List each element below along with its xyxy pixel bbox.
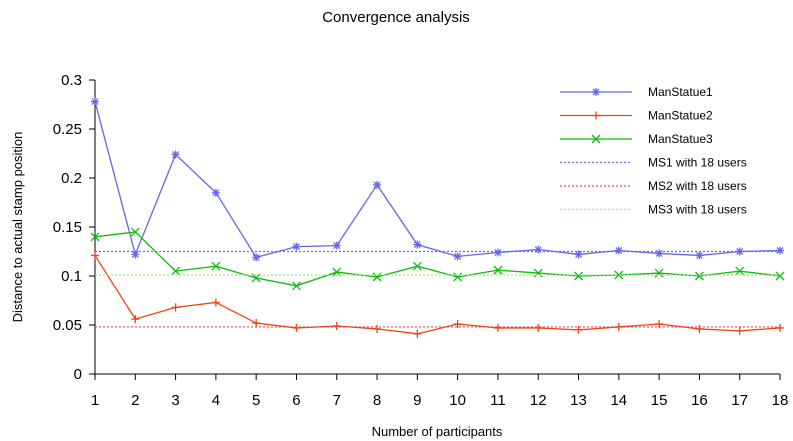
data-point-manstatue2 bbox=[493, 323, 502, 332]
legend-marker-manstatue3 bbox=[591, 134, 601, 144]
data-point-manstatue2 bbox=[413, 329, 422, 338]
legend-label-manstatue1: ManStatue1 bbox=[648, 85, 713, 99]
legend-label-ms2-with-18-users: MS2 with 18 users bbox=[648, 179, 747, 193]
x-tick-label: 13 bbox=[570, 392, 587, 409]
data-point-manstatue3 bbox=[654, 268, 664, 278]
x-tick-label: 9 bbox=[413, 392, 421, 409]
data-point-manstatue1 bbox=[91, 97, 99, 106]
x-tick-label: 15 bbox=[651, 392, 668, 409]
data-point-manstatue3 bbox=[251, 273, 261, 283]
data-point-manstatue1 bbox=[171, 150, 180, 159]
data-point-manstatue3 bbox=[735, 266, 745, 276]
x-tick-label: 2 bbox=[131, 392, 139, 409]
data-point-manstatue1 bbox=[534, 245, 543, 254]
data-point-manstatue1 bbox=[453, 252, 462, 261]
data-point-manstatue2 bbox=[574, 325, 583, 334]
x-tick-label: 7 bbox=[333, 392, 341, 409]
data-point-manstatue2 bbox=[695, 324, 704, 333]
y-tick-label: 0.25 bbox=[53, 121, 82, 138]
data-point-manstatue2 bbox=[252, 319, 261, 328]
data-point-manstatue1 bbox=[776, 246, 784, 255]
data-point-manstatue3 bbox=[614, 270, 624, 280]
y-tick-label: 0.05 bbox=[53, 317, 82, 334]
x-tick-label: 18 bbox=[772, 392, 789, 409]
data-point-manstatue1 bbox=[211, 188, 220, 197]
data-point-manstatue3 bbox=[493, 265, 503, 275]
data-point-manstatue3 bbox=[211, 261, 221, 271]
x-tick-label: 5 bbox=[252, 392, 260, 409]
data-point-manstatue3 bbox=[292, 281, 301, 291]
x-tick-label: 4 bbox=[212, 392, 220, 409]
x-tick-label: 16 bbox=[691, 392, 708, 409]
data-point-manstatue3 bbox=[775, 271, 785, 281]
series-line-manstatue1 bbox=[94, 101, 781, 259]
legend-label-manstatue2: ManStatue2 bbox=[648, 109, 713, 123]
data-point-manstatue1 bbox=[655, 249, 664, 258]
data-point-manstatue1 bbox=[574, 250, 583, 259]
plot-area: 00.050.10.150.20.250.31 2 3 4 5 6 7 8 9 10 11 12 13 1… bbox=[53, 72, 789, 409]
series-line-manstatue2 bbox=[94, 255, 781, 335]
data-point-manstatue2 bbox=[211, 298, 220, 307]
data-point-manstatue2 bbox=[453, 320, 462, 329]
data-point-manstatue3 bbox=[574, 271, 583, 281]
data-point-manstatue2 bbox=[332, 321, 341, 330]
y-tick-label: 0.2 bbox=[61, 170, 82, 187]
data-point-manstatue2 bbox=[534, 323, 543, 332]
data-point-manstatue1 bbox=[413, 240, 422, 249]
data-point-manstatue2 bbox=[735, 326, 744, 335]
data-point-manstatue3 bbox=[90, 232, 100, 242]
x-tick-label: 3 bbox=[171, 392, 179, 409]
chart-title: Convergence analysis bbox=[322, 9, 470, 26]
data-point-manstatue1 bbox=[695, 251, 704, 260]
data-point-manstatue3 bbox=[372, 272, 382, 282]
data-point-manstatue2 bbox=[131, 315, 140, 324]
data-point-manstatue2 bbox=[292, 323, 301, 332]
x-tick-label: 1 bbox=[91, 392, 99, 409]
data-point-manstatue1 bbox=[292, 242, 301, 251]
data-point-manstatue3 bbox=[533, 268, 543, 278]
data-point-manstatue3 bbox=[171, 266, 181, 276]
series-line-manstatue3 bbox=[94, 231, 781, 287]
data-point-manstatue1 bbox=[614, 246, 623, 255]
x-axis-label: Number of participants bbox=[372, 424, 503, 439]
y-tick-label: 0 bbox=[74, 366, 82, 383]
x-tick-label: 14 bbox=[610, 392, 627, 409]
y-tick-label: 0.1 bbox=[61, 268, 82, 285]
x-tick-label: 6 bbox=[292, 392, 300, 409]
x-tick-label: 10 bbox=[449, 392, 466, 409]
data-point-manstatue3 bbox=[694, 271, 704, 281]
y-tick-label: 0.15 bbox=[53, 219, 82, 236]
data-point-manstatue2 bbox=[373, 324, 382, 333]
legend-marker-manstatue1 bbox=[592, 88, 600, 96]
legend-label-ms3-with-18-users: MS3 with 18 users bbox=[648, 203, 747, 217]
legend: ManStatue1 ManStatue2 ManStatue3 MS1 with 1… bbox=[560, 85, 747, 217]
data-point-manstatue1 bbox=[332, 241, 341, 250]
legend-marker-manstatue2 bbox=[592, 111, 600, 120]
data-point-manstatue3 bbox=[130, 227, 140, 237]
y-axis-label: Distance to actual stamp position bbox=[10, 132, 25, 323]
data-point-manstatue2 bbox=[776, 323, 784, 332]
legend-label-manstatue3: ManStatue3 bbox=[648, 132, 713, 146]
data-point-manstatue1 bbox=[373, 180, 382, 189]
x-tick-label: 12 bbox=[530, 392, 547, 409]
data-point-manstatue2 bbox=[171, 303, 180, 312]
legend-label-ms1-with-18-users: MS1 with 18 users bbox=[648, 156, 747, 170]
data-point-manstatue1 bbox=[252, 253, 261, 262]
data-point-manstatue3 bbox=[453, 272, 463, 282]
y-tick-label: 0.3 bbox=[61, 72, 82, 89]
x-tick-label: 17 bbox=[731, 392, 748, 409]
data-point-manstatue1 bbox=[493, 248, 502, 257]
x-tick-label: 11 bbox=[490, 392, 506, 409]
x-tick-label: 8 bbox=[373, 392, 381, 409]
data-point-manstatue3 bbox=[412, 261, 422, 271]
data-point-manstatue2 bbox=[91, 251, 99, 260]
